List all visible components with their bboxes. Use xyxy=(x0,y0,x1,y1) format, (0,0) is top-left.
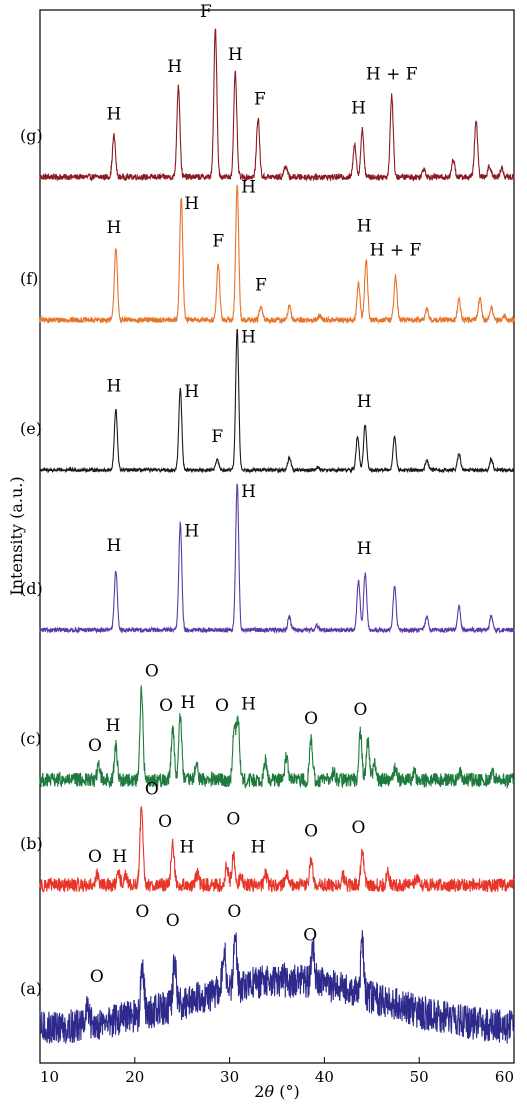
peak-annotation: O xyxy=(90,967,104,987)
peak-annotation: O xyxy=(353,700,367,720)
peak-annotation: O xyxy=(145,780,159,800)
peak-annotation: H xyxy=(228,45,243,65)
series-line xyxy=(39,28,515,183)
peak-annotation: H xyxy=(251,838,266,858)
peak-annotation: H xyxy=(107,377,122,397)
peak-annotation: H xyxy=(184,194,199,214)
peak-annotation: F xyxy=(212,231,224,251)
peak-annotation: H + F xyxy=(366,64,418,84)
peak-annotation: H + F xyxy=(370,241,422,261)
peak-annotation: O xyxy=(159,696,173,716)
x-ticks: 10 20 30 40 50 60 xyxy=(39,1057,515,1086)
peak-annotation: H xyxy=(112,847,127,867)
y-axis-label: Intensity (a.u.) xyxy=(7,476,26,595)
x-axis-label: 2θ (°) xyxy=(254,1082,299,1101)
x-tick-label: 20 xyxy=(125,1068,144,1086)
series-line xyxy=(39,806,515,893)
peak-annotation: H xyxy=(357,392,372,412)
peak-annotation: O xyxy=(215,696,229,716)
peak-annotation: O xyxy=(158,812,172,832)
x-axis-label-theta: θ xyxy=(264,1082,274,1101)
peak-annotation: O xyxy=(166,911,180,931)
x-tick-label: 50 xyxy=(410,1068,429,1086)
x-tick-label: 10 xyxy=(40,1068,59,1086)
plot-frame xyxy=(39,9,515,1064)
peak-annotation: H xyxy=(184,382,199,402)
series-label: (e) xyxy=(20,419,42,438)
peak-annotation: F xyxy=(255,276,267,296)
series-line xyxy=(39,483,515,635)
peak-annotation: O xyxy=(304,709,318,729)
peak-annotation: H xyxy=(241,178,256,198)
peak-annotation: O xyxy=(145,661,159,681)
peak-annotation: O xyxy=(226,810,240,830)
peak-annotation: H xyxy=(241,694,256,714)
series-label: (d) xyxy=(20,579,43,598)
peak-annotation: H xyxy=(106,716,121,736)
peak-annotation: H xyxy=(180,693,195,713)
series-line xyxy=(39,930,515,1044)
x-tick-label: 30 xyxy=(220,1068,239,1086)
peak-annotation: H xyxy=(351,98,366,118)
x-tick-label: 40 xyxy=(315,1068,334,1086)
peak-annotation: F xyxy=(254,89,266,109)
peak-annotation: O xyxy=(303,925,317,945)
peak-annotation: H xyxy=(167,57,182,77)
peak-annotation: O xyxy=(304,821,318,841)
series-label: (b) xyxy=(20,834,43,853)
peak-annotation: H xyxy=(357,539,372,559)
series-line xyxy=(39,328,515,474)
peak-annotation: H xyxy=(357,217,372,237)
peak-annotation: O xyxy=(135,902,149,922)
peak-annotation: O xyxy=(88,847,102,867)
peak-annotation: O xyxy=(88,736,102,756)
peak-annotation: F xyxy=(200,2,212,22)
series-line xyxy=(39,184,515,325)
peak-annotation: H xyxy=(241,328,256,348)
peak-annotation: H xyxy=(184,522,199,542)
series-label: (c) xyxy=(20,729,41,748)
series-label: (a) xyxy=(20,979,42,998)
peak-annotation: F xyxy=(211,427,223,447)
peak-annotation: H xyxy=(107,536,122,556)
peak-annotation: H xyxy=(180,838,195,858)
x-axis-label-suffix: (°) xyxy=(274,1082,300,1101)
x-tick-label: 60 xyxy=(495,1068,514,1086)
peak-annotation: H xyxy=(107,104,122,124)
peak-annotation: O xyxy=(227,902,241,922)
series-label: (f) xyxy=(20,269,38,288)
series-line xyxy=(39,685,515,790)
x-axis-label-prefix: 2 xyxy=(254,1082,264,1101)
peak-annotation: H xyxy=(107,218,122,238)
peak-annotation: H xyxy=(241,482,256,502)
series-label: (g) xyxy=(20,126,43,145)
peak-annotation: O xyxy=(352,818,366,838)
